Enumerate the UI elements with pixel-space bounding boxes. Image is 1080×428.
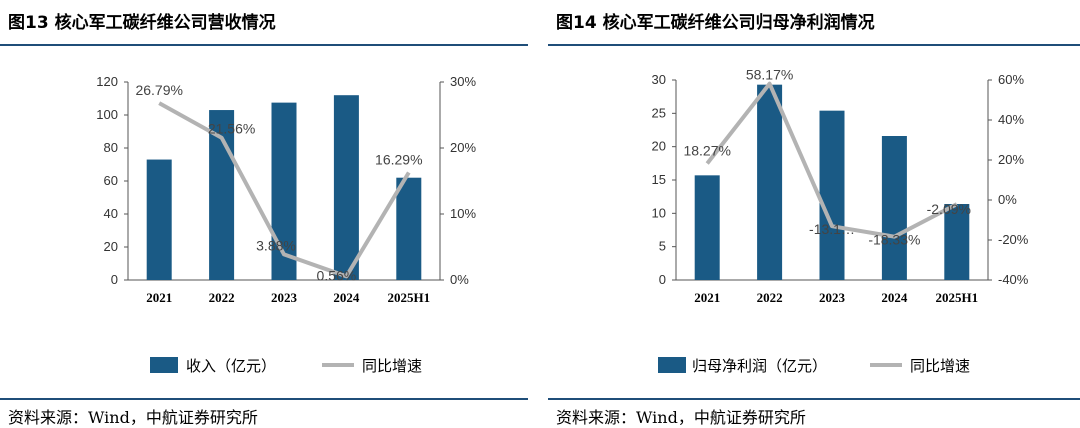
legend-bar-swatch	[658, 357, 686, 373]
data-label: -13.1…	[809, 221, 855, 237]
category-label: 2025H1	[935, 290, 978, 305]
chart-title: 图13 核心军工碳纤维公司营收情况	[8, 13, 276, 33]
bar	[146, 159, 172, 280]
left-tick-label: 20	[104, 239, 118, 254]
left-tick-label: 0	[659, 272, 666, 287]
data-label: 18.27%	[683, 142, 730, 158]
legend-line-label: 同比增速	[910, 357, 970, 375]
title-rule	[0, 44, 528, 46]
left-tick-label: 100	[96, 107, 118, 122]
bar	[396, 177, 422, 280]
left-tick-label: 15	[652, 172, 666, 187]
left-tick-label: 20	[652, 139, 666, 154]
data-label: 58.17%	[746, 67, 793, 83]
net-profit-panel: 图14 核心军工碳纤维公司归母净利润情况 0 5 10 15 20 25 30 -40% -20…	[548, 0, 1080, 428]
net-profit-chart: 0 5 10 15 20 25 30 -40% -20% 0% 20% 40% 60% 2021 2022 2…	[652, 67, 1029, 375]
category-label: 2022	[757, 290, 783, 305]
source-rule	[548, 398, 1080, 400]
bar	[819, 110, 845, 280]
bar	[757, 84, 783, 280]
category-label: 2024	[881, 290, 908, 305]
left-tick-label: 0	[111, 272, 118, 287]
legend-bar-label: 归母净利润（亿元）	[692, 357, 827, 375]
right-tick-label: -20%	[998, 232, 1029, 247]
growth-line	[158, 101, 411, 279]
left-tick-label: 5	[659, 239, 666, 254]
data-label: 0.56%	[317, 267, 357, 283]
bar	[333, 95, 359, 280]
legend-bar-swatch	[150, 357, 178, 373]
right-tick-label: 60%	[998, 72, 1024, 87]
left-tick-label: 10	[652, 205, 666, 220]
right-tick-label: 0%	[998, 192, 1017, 207]
data-label: 16.29%	[375, 151, 422, 167]
source-rule	[0, 398, 528, 400]
bar	[881, 136, 907, 280]
left-tick-label: 30	[652, 72, 666, 87]
data-label: 26.79%	[135, 82, 182, 98]
chart-title: 图14 核心军工碳纤维公司归母净利润情况	[556, 13, 875, 33]
left-tick-label: 80	[104, 140, 118, 155]
category-label: 2021	[694, 290, 720, 305]
right-tick-label: 20%	[998, 152, 1024, 167]
right-tick-label: -40%	[998, 272, 1029, 287]
data-label: -2.09%	[927, 201, 971, 217]
right-tick-label: 30%	[450, 74, 476, 89]
legend-line-label: 同比增速	[362, 357, 422, 375]
data-label: 3.88%	[256, 237, 296, 253]
category-label: 2021	[146, 290, 172, 305]
left-tick-label: 40	[104, 206, 118, 221]
revenue-panel: 图13 核心军工碳纤维公司营收情况 0 20 40 60 80 100 120 0% 10% 20…	[0, 0, 528, 428]
right-tick-label: 40%	[998, 112, 1024, 127]
category-label: 2023	[819, 290, 846, 305]
category-label: 2024	[333, 290, 360, 305]
left-tick-label: 120	[96, 74, 118, 89]
source-note: 资料来源：Wind，中航证券研究所	[556, 408, 806, 427]
revenue-chart: 0 20 40 60 80 100 120 0% 10% 20% 30% 2021 2022 2023 20…	[96, 74, 476, 375]
category-label: 2023	[271, 290, 298, 305]
left-tick-label: 25	[652, 105, 666, 120]
right-tick-label: 20%	[450, 140, 476, 155]
category-label: 2022	[209, 290, 235, 305]
bar	[694, 175, 720, 280]
growth-line	[705, 81, 958, 239]
data-label: -18.33%	[868, 232, 920, 248]
source-note: 资料来源：Wind，中航证券研究所	[8, 408, 258, 427]
left-tick-label: 60	[104, 173, 118, 188]
title-rule	[548, 44, 1080, 46]
data-label: 21.56%	[208, 121, 255, 137]
right-tick-label: 10%	[450, 206, 476, 221]
right-tick-label: 0%	[450, 272, 469, 287]
category-label: 2025H1	[387, 290, 430, 305]
bar	[944, 204, 970, 280]
legend-bar-label: 收入（亿元）	[186, 357, 276, 375]
